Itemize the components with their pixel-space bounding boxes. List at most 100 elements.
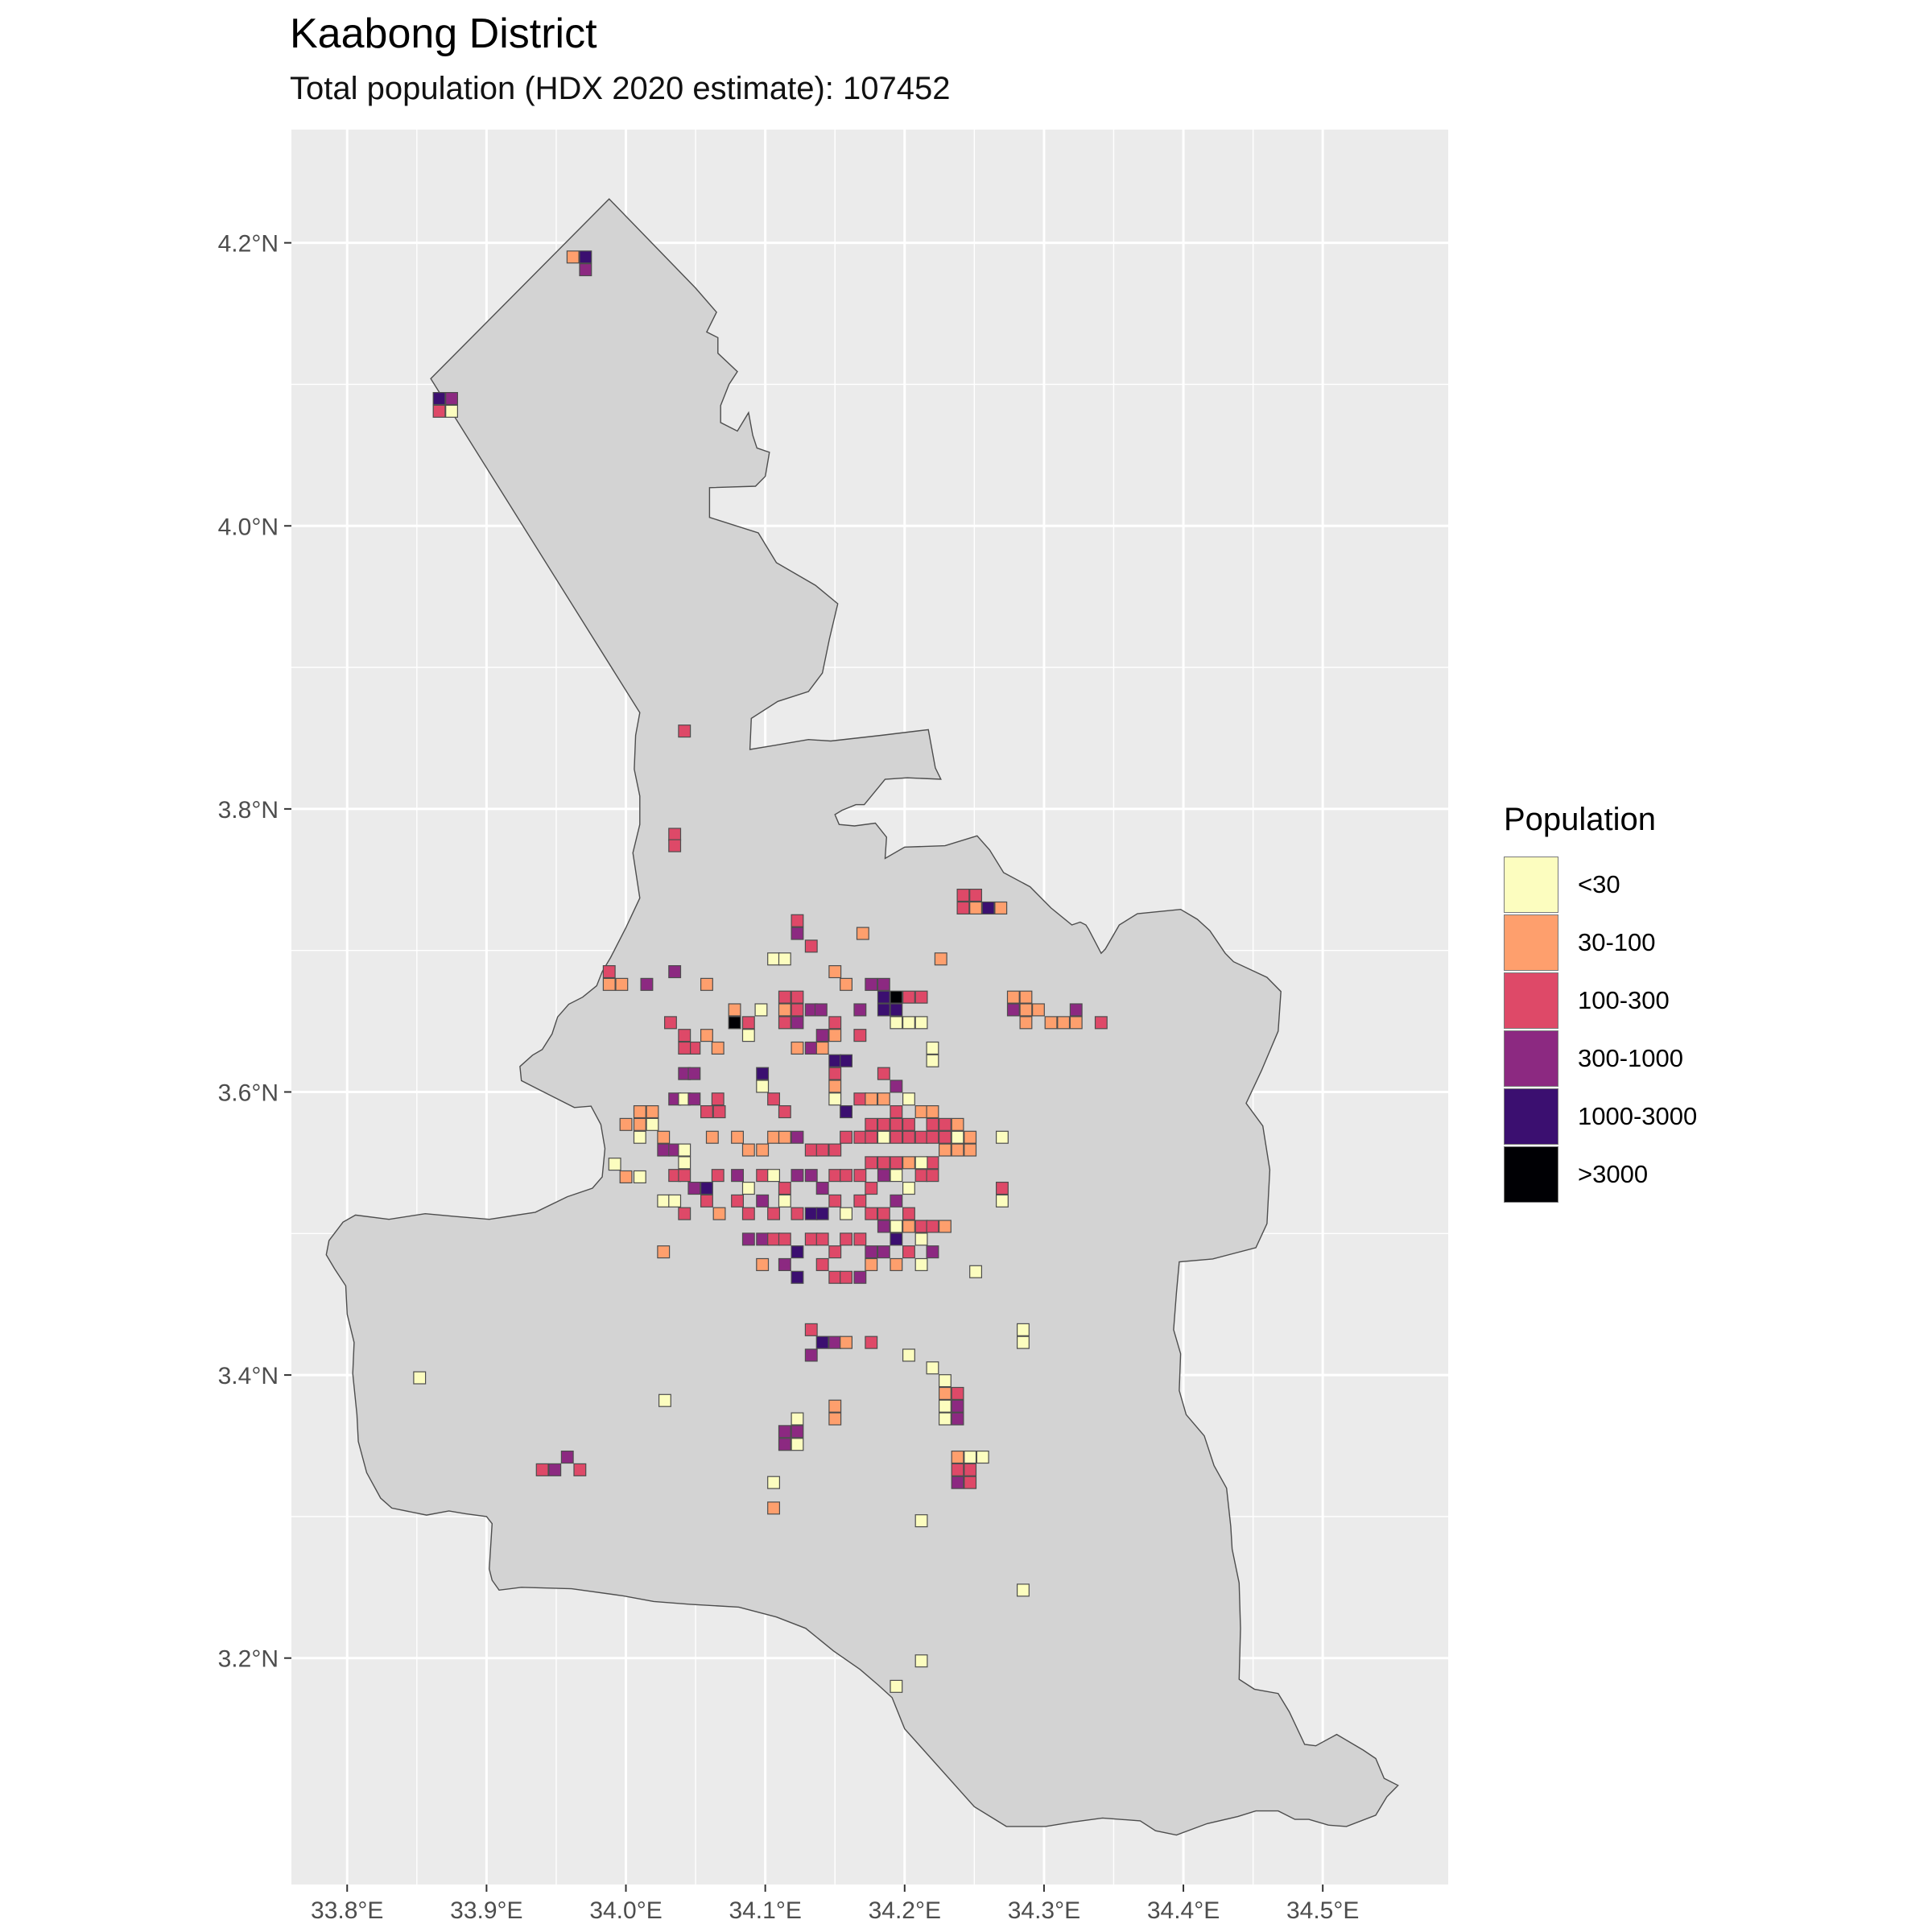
population-cell bbox=[815, 1143, 829, 1157]
legend-entry: 30-100 bbox=[1504, 914, 1697, 972]
population-cell bbox=[445, 404, 459, 418]
y-tick-label: 3.4°N bbox=[218, 1363, 279, 1389]
population-cell bbox=[926, 1117, 939, 1131]
population-cell bbox=[951, 1476, 964, 1489]
population-cell bbox=[828, 1092, 842, 1106]
population-cell bbox=[767, 1501, 781, 1515]
population-cell bbox=[902, 1245, 915, 1259]
population-cell bbox=[938, 1143, 952, 1157]
population-cell bbox=[902, 1117, 915, 1131]
population-cell bbox=[657, 1143, 671, 1157]
population-cell bbox=[778, 1016, 791, 1030]
population-cell bbox=[767, 1476, 781, 1489]
population-cell bbox=[731, 1194, 745, 1208]
population-cell bbox=[804, 1232, 818, 1246]
population-cell bbox=[951, 1117, 964, 1131]
population-cell bbox=[926, 1104, 939, 1119]
population-cell bbox=[853, 1130, 867, 1144]
legend-label: <30 bbox=[1578, 870, 1620, 898]
population-cell bbox=[1069, 1016, 1083, 1030]
population-cell bbox=[1019, 990, 1033, 1004]
legend-entries: <30 30-100 100-300 300-1000 1000-3000 >3000 bbox=[1504, 856, 1697, 1203]
population-cell bbox=[902, 1348, 915, 1362]
y-tick-label: 4.2°N bbox=[218, 231, 279, 258]
population-cell bbox=[608, 1158, 621, 1171]
population-cell bbox=[865, 1117, 878, 1131]
population-cell bbox=[767, 1092, 781, 1106]
population-cell bbox=[741, 1207, 755, 1220]
y-tick-label: 3.6°N bbox=[218, 1080, 279, 1106]
population-cell bbox=[640, 977, 654, 991]
population-cell bbox=[657, 1194, 671, 1208]
population-cell bbox=[853, 1003, 867, 1017]
population-cell bbox=[828, 1054, 842, 1067]
population-cell bbox=[791, 1270, 804, 1284]
population-cell bbox=[865, 1092, 878, 1106]
population-cell bbox=[951, 1412, 964, 1426]
population-cell bbox=[778, 1194, 791, 1208]
population-cell bbox=[964, 1476, 977, 1489]
population-cell bbox=[914, 1232, 928, 1246]
population-cell bbox=[865, 1130, 878, 1144]
population-cell bbox=[902, 1181, 915, 1195]
population-cell bbox=[741, 1232, 755, 1246]
population-cell bbox=[969, 1265, 982, 1278]
population-cell bbox=[938, 1399, 952, 1413]
population-cell bbox=[877, 1003, 890, 1017]
population-cell bbox=[711, 1169, 724, 1183]
population-cell bbox=[890, 1169, 903, 1183]
population-cell bbox=[865, 1207, 878, 1220]
y-tick-label: 3.2°N bbox=[218, 1646, 279, 1673]
population-cell bbox=[890, 1156, 903, 1170]
population-cell bbox=[678, 1029, 691, 1042]
population-cell bbox=[778, 1257, 791, 1271]
population-cell bbox=[741, 1029, 755, 1042]
population-cell bbox=[914, 1257, 928, 1271]
legend-title: Population bbox=[1504, 802, 1657, 837]
population-cell bbox=[767, 952, 781, 966]
population-cell bbox=[956, 901, 970, 914]
population-cell bbox=[778, 990, 791, 1004]
population-cell bbox=[778, 1130, 791, 1144]
population-cell bbox=[877, 990, 890, 1004]
population-cell bbox=[778, 952, 791, 966]
population-cell bbox=[778, 1425, 791, 1439]
population-cell bbox=[657, 1130, 671, 1144]
population-cell bbox=[791, 1207, 804, 1220]
population-cell bbox=[877, 1169, 890, 1183]
population-cell bbox=[756, 1080, 770, 1093]
population-cell bbox=[678, 1156, 691, 1170]
population-cell bbox=[767, 1169, 781, 1183]
population-cell bbox=[914, 1169, 928, 1183]
y-tick-label: 4.0°N bbox=[218, 514, 279, 540]
population-cell bbox=[1031, 1003, 1045, 1017]
population-cell bbox=[815, 1181, 829, 1195]
population-cell bbox=[804, 1207, 818, 1220]
population-cell bbox=[615, 977, 629, 991]
population-cell bbox=[914, 1156, 928, 1170]
population-cell bbox=[756, 1194, 770, 1208]
population-cell bbox=[791, 1245, 804, 1259]
population-cell bbox=[633, 1104, 646, 1119]
population-cell bbox=[994, 901, 1008, 914]
population-cell bbox=[853, 1270, 867, 1284]
population-cell bbox=[877, 1220, 890, 1233]
population-cell bbox=[938, 1220, 952, 1233]
population-cell bbox=[890, 1679, 903, 1693]
x-tick-label: 34.0°E bbox=[589, 1897, 662, 1924]
population-cell bbox=[1019, 1003, 1033, 1017]
population-cell bbox=[890, 1257, 903, 1271]
population-cell bbox=[840, 1335, 852, 1349]
population-cell bbox=[815, 1232, 829, 1246]
population-cell bbox=[840, 1232, 852, 1246]
population-cell bbox=[828, 1245, 842, 1259]
population-cell bbox=[964, 1463, 977, 1476]
population-cell bbox=[804, 1348, 818, 1362]
population-cell bbox=[712, 1104, 726, 1119]
population-cell bbox=[815, 1041, 829, 1055]
population-cell bbox=[877, 1067, 890, 1080]
population-cell bbox=[964, 1130, 977, 1144]
population-cell bbox=[890, 1220, 903, 1233]
population-cell bbox=[668, 1194, 682, 1208]
population-cell bbox=[633, 1130, 646, 1144]
